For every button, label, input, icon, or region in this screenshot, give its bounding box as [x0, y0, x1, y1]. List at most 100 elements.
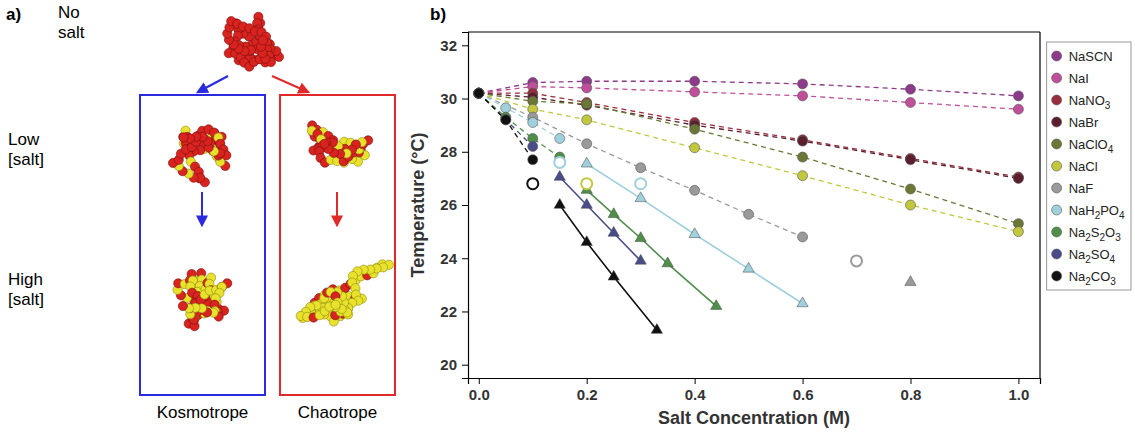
tick-label: 20	[440, 356, 457, 373]
series-line	[560, 205, 657, 330]
data-point	[1013, 227, 1023, 237]
legend-label: NaI	[1069, 71, 1089, 86]
data-point	[662, 257, 673, 267]
axis-line	[462, 33, 469, 379]
series-line	[479, 93, 533, 160]
data-point	[851, 255, 862, 266]
data-point	[555, 133, 565, 143]
data-point	[528, 117, 538, 127]
data-point	[501, 115, 511, 125]
series-line	[479, 93, 803, 237]
tick-mark	[462, 99, 468, 100]
tick-label: 28	[440, 143, 457, 160]
tick: 0.0	[469, 378, 490, 403]
tick-label: 24	[440, 250, 457, 267]
data-point	[608, 270, 619, 280]
tick-label: 32	[440, 37, 457, 54]
x-axis: 0.00.20.40.60.81.0	[469, 378, 1041, 403]
data-point	[744, 209, 754, 219]
axis-line	[469, 379, 1041, 385]
legend: NaSCNNaINaNO3NaBrNaClO4NaClNaFNaH2PO4Na2…	[1047, 42, 1131, 290]
data-point	[690, 143, 700, 153]
data-point	[501, 103, 511, 113]
data-point	[554, 171, 565, 181]
legend-marker	[1052, 183, 1062, 193]
series-line	[479, 93, 560, 138]
tick: 28	[440, 143, 468, 160]
row-label: High[salt]	[8, 270, 44, 309]
series-line	[479, 93, 1019, 223]
legend-marker	[1052, 117, 1062, 127]
tick-label: 0.8	[901, 386, 922, 403]
data-point	[651, 324, 662, 334]
legend-marker	[1052, 139, 1062, 149]
legend-marker	[1052, 73, 1062, 83]
tick: 1.0	[1008, 378, 1029, 403]
tick-mark	[1018, 378, 1019, 384]
data-point	[581, 198, 592, 208]
panel-label: a)	[6, 5, 21, 24]
polymer	[168, 125, 230, 187]
tick-mark	[803, 378, 804, 384]
legend-marker	[1052, 227, 1062, 237]
legend-items: NaSCNNaINaNO3NaBrNaClO4NaClNaFNaH2PO4Na2…	[1052, 49, 1125, 287]
data-point	[582, 115, 592, 125]
data-point	[635, 178, 646, 189]
legend-box	[1047, 42, 1131, 290]
bead	[331, 300, 340, 309]
data-point	[798, 91, 808, 101]
data-point	[1013, 91, 1023, 101]
data-point	[905, 155, 915, 165]
data-point	[905, 276, 916, 286]
data-point	[474, 88, 484, 98]
series-line	[479, 93, 1019, 177]
tick-mark	[462, 205, 468, 206]
data-point	[798, 152, 808, 162]
tick: 0.8	[901, 378, 922, 403]
data-point	[474, 88, 484, 98]
tick-mark	[462, 365, 468, 366]
tick-label: 30	[440, 90, 457, 107]
data-point	[474, 88, 484, 98]
tick: 32	[440, 37, 468, 54]
arrow	[336, 192, 338, 225]
legend-label: NaSCN	[1069, 49, 1113, 64]
panel-label: b)	[430, 5, 446, 24]
tick-label: 26	[440, 196, 457, 213]
x-axis-title: Salt Concentration (M)	[658, 408, 850, 428]
data-point	[635, 254, 646, 264]
tick: 0.4	[685, 378, 707, 403]
data-point	[798, 136, 808, 146]
data-point	[581, 236, 592, 246]
legend-label: Na2SO4	[1069, 247, 1116, 265]
data-point	[474, 88, 484, 98]
data-point	[474, 88, 484, 98]
data-point	[905, 84, 915, 94]
data-point	[501, 115, 511, 125]
data-point	[474, 88, 484, 98]
bead	[320, 139, 329, 148]
tick-mark	[462, 258, 468, 259]
data-point	[1013, 104, 1023, 114]
data-point	[474, 88, 484, 98]
tick: 0.6	[793, 378, 814, 403]
data-point	[690, 87, 700, 97]
tick-mark	[462, 152, 468, 153]
legend-marker	[1052, 271, 1062, 281]
tick: 22	[440, 303, 468, 320]
bead	[258, 36, 267, 45]
data-point	[690, 124, 700, 134]
data-point	[474, 88, 484, 98]
legend-label: NaCl	[1069, 159, 1098, 174]
data-point	[527, 178, 538, 189]
arrow	[272, 76, 308, 92]
panel-b: 0.00.20.40.60.81.020222426283032Salt Con…	[408, 5, 1131, 428]
row-label: Low[salt]	[8, 130, 44, 169]
data-point	[798, 171, 808, 181]
tick-label: 22	[440, 303, 457, 320]
tick: 26	[440, 196, 468, 213]
legend-label: Na2S2O3	[1069, 225, 1122, 243]
tick-mark	[695, 378, 696, 384]
polymer	[296, 260, 393, 326]
frame	[468, 31, 1040, 32]
